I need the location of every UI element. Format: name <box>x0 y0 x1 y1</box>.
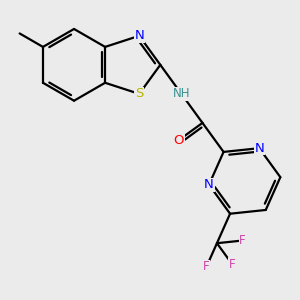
Text: N: N <box>134 29 144 42</box>
Text: N: N <box>204 178 214 191</box>
Text: F: F <box>203 260 210 273</box>
Text: N: N <box>254 142 264 155</box>
Text: F: F <box>239 234 246 247</box>
Text: S: S <box>135 87 143 101</box>
Text: F: F <box>229 258 236 271</box>
Text: O: O <box>173 134 184 147</box>
Text: NH: NH <box>172 87 190 101</box>
